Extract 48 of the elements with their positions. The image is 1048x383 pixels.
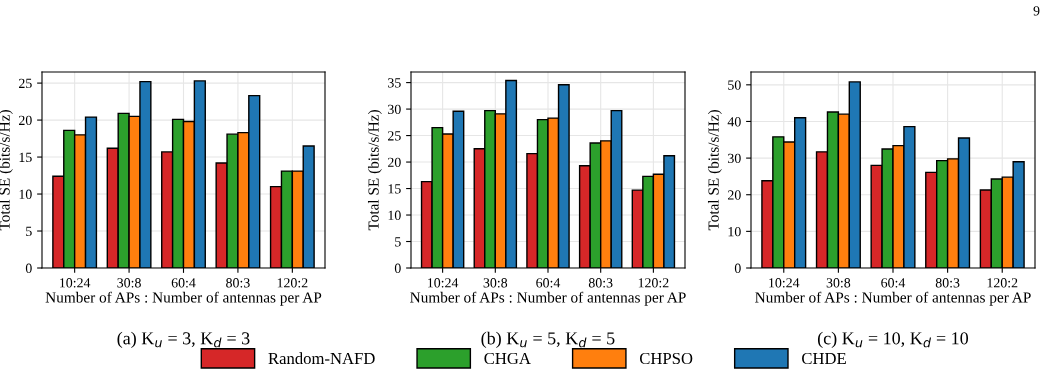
x-tick-label: 60:4 xyxy=(536,278,561,288)
legend-label: CHGA xyxy=(484,352,531,365)
x-tick-label: 10:24 xyxy=(60,278,91,288)
legend-label: CHDE xyxy=(802,352,846,365)
y-tick-label: 15 xyxy=(19,152,32,163)
y-tick-label: 30 xyxy=(728,153,741,164)
y-tick-label: 0 xyxy=(394,263,401,273)
y-axis-title: Total SE (bits/s/Hz) xyxy=(367,110,382,231)
x-tick-label: 120:2 xyxy=(277,278,308,288)
text: 9 xyxy=(1033,6,1040,16)
y-tick-label: 20 xyxy=(388,157,401,168)
y-tick-label: 25 xyxy=(19,78,32,89)
x-tick-label: 60:4 xyxy=(881,278,906,288)
x-tick-label: 30:8 xyxy=(117,278,141,288)
y-tick-label: 10 xyxy=(19,189,32,199)
x-tick-label: 80:3 xyxy=(226,278,250,288)
y-tick-label: 30 xyxy=(388,104,401,115)
y-tick-label: 0 xyxy=(25,263,32,273)
y-axis-title: Total SE (bits/s/Hz) xyxy=(707,110,722,231)
x-tick-label: 120:2 xyxy=(638,278,669,288)
legend-label: CHPSO xyxy=(639,352,693,365)
x-tick-label: 80:3 xyxy=(588,278,613,288)
y-tick-label: 20 xyxy=(728,190,741,200)
text: (a) K$_{u}$ = 3, K$_{d}$ = 3 xyxy=(117,331,250,349)
y-tick-label: 25 xyxy=(388,131,401,141)
y-tick-label: 40 xyxy=(727,117,741,127)
y-tick-label: 50 xyxy=(728,80,741,90)
y-tick-label: 5 xyxy=(395,237,401,247)
legend-label: Random-NAFD xyxy=(268,352,375,365)
x-axis-title: Number of APs : Number of antennas per AP xyxy=(755,291,1031,306)
y-tick-label: 0 xyxy=(734,263,741,273)
x-axis-title: Number of APs : Number of antennas per AP xyxy=(45,291,322,306)
y-tick-label: 20 xyxy=(19,115,32,126)
x-axis-title: Number of APs : Number of antennas per AP xyxy=(410,291,686,306)
x-tick-label: 60:4 xyxy=(171,278,196,288)
x-tick-label: 80:3 xyxy=(935,278,960,288)
y-tick-label: 15 xyxy=(388,184,401,194)
y-tick-label: 10 xyxy=(388,210,401,220)
y-tick-label: 5 xyxy=(26,226,32,236)
x-tick-label: 10:24 xyxy=(769,278,800,288)
text: (c) K$_{u}$ = 10, K$_{d}$ = 10 xyxy=(817,331,969,349)
y-tick-label: 10 xyxy=(728,226,741,237)
x-tick-label: 10:24 xyxy=(428,278,459,288)
x-tick-label: 30:8 xyxy=(483,278,508,288)
x-tick-label: 30:8 xyxy=(826,278,851,288)
x-tick-label: 120:2 xyxy=(987,278,1018,288)
text: (b) K$_{u}$ = 5, K$_{d}$ = 5 xyxy=(481,331,615,349)
y-tick-label: 35 xyxy=(388,78,401,88)
